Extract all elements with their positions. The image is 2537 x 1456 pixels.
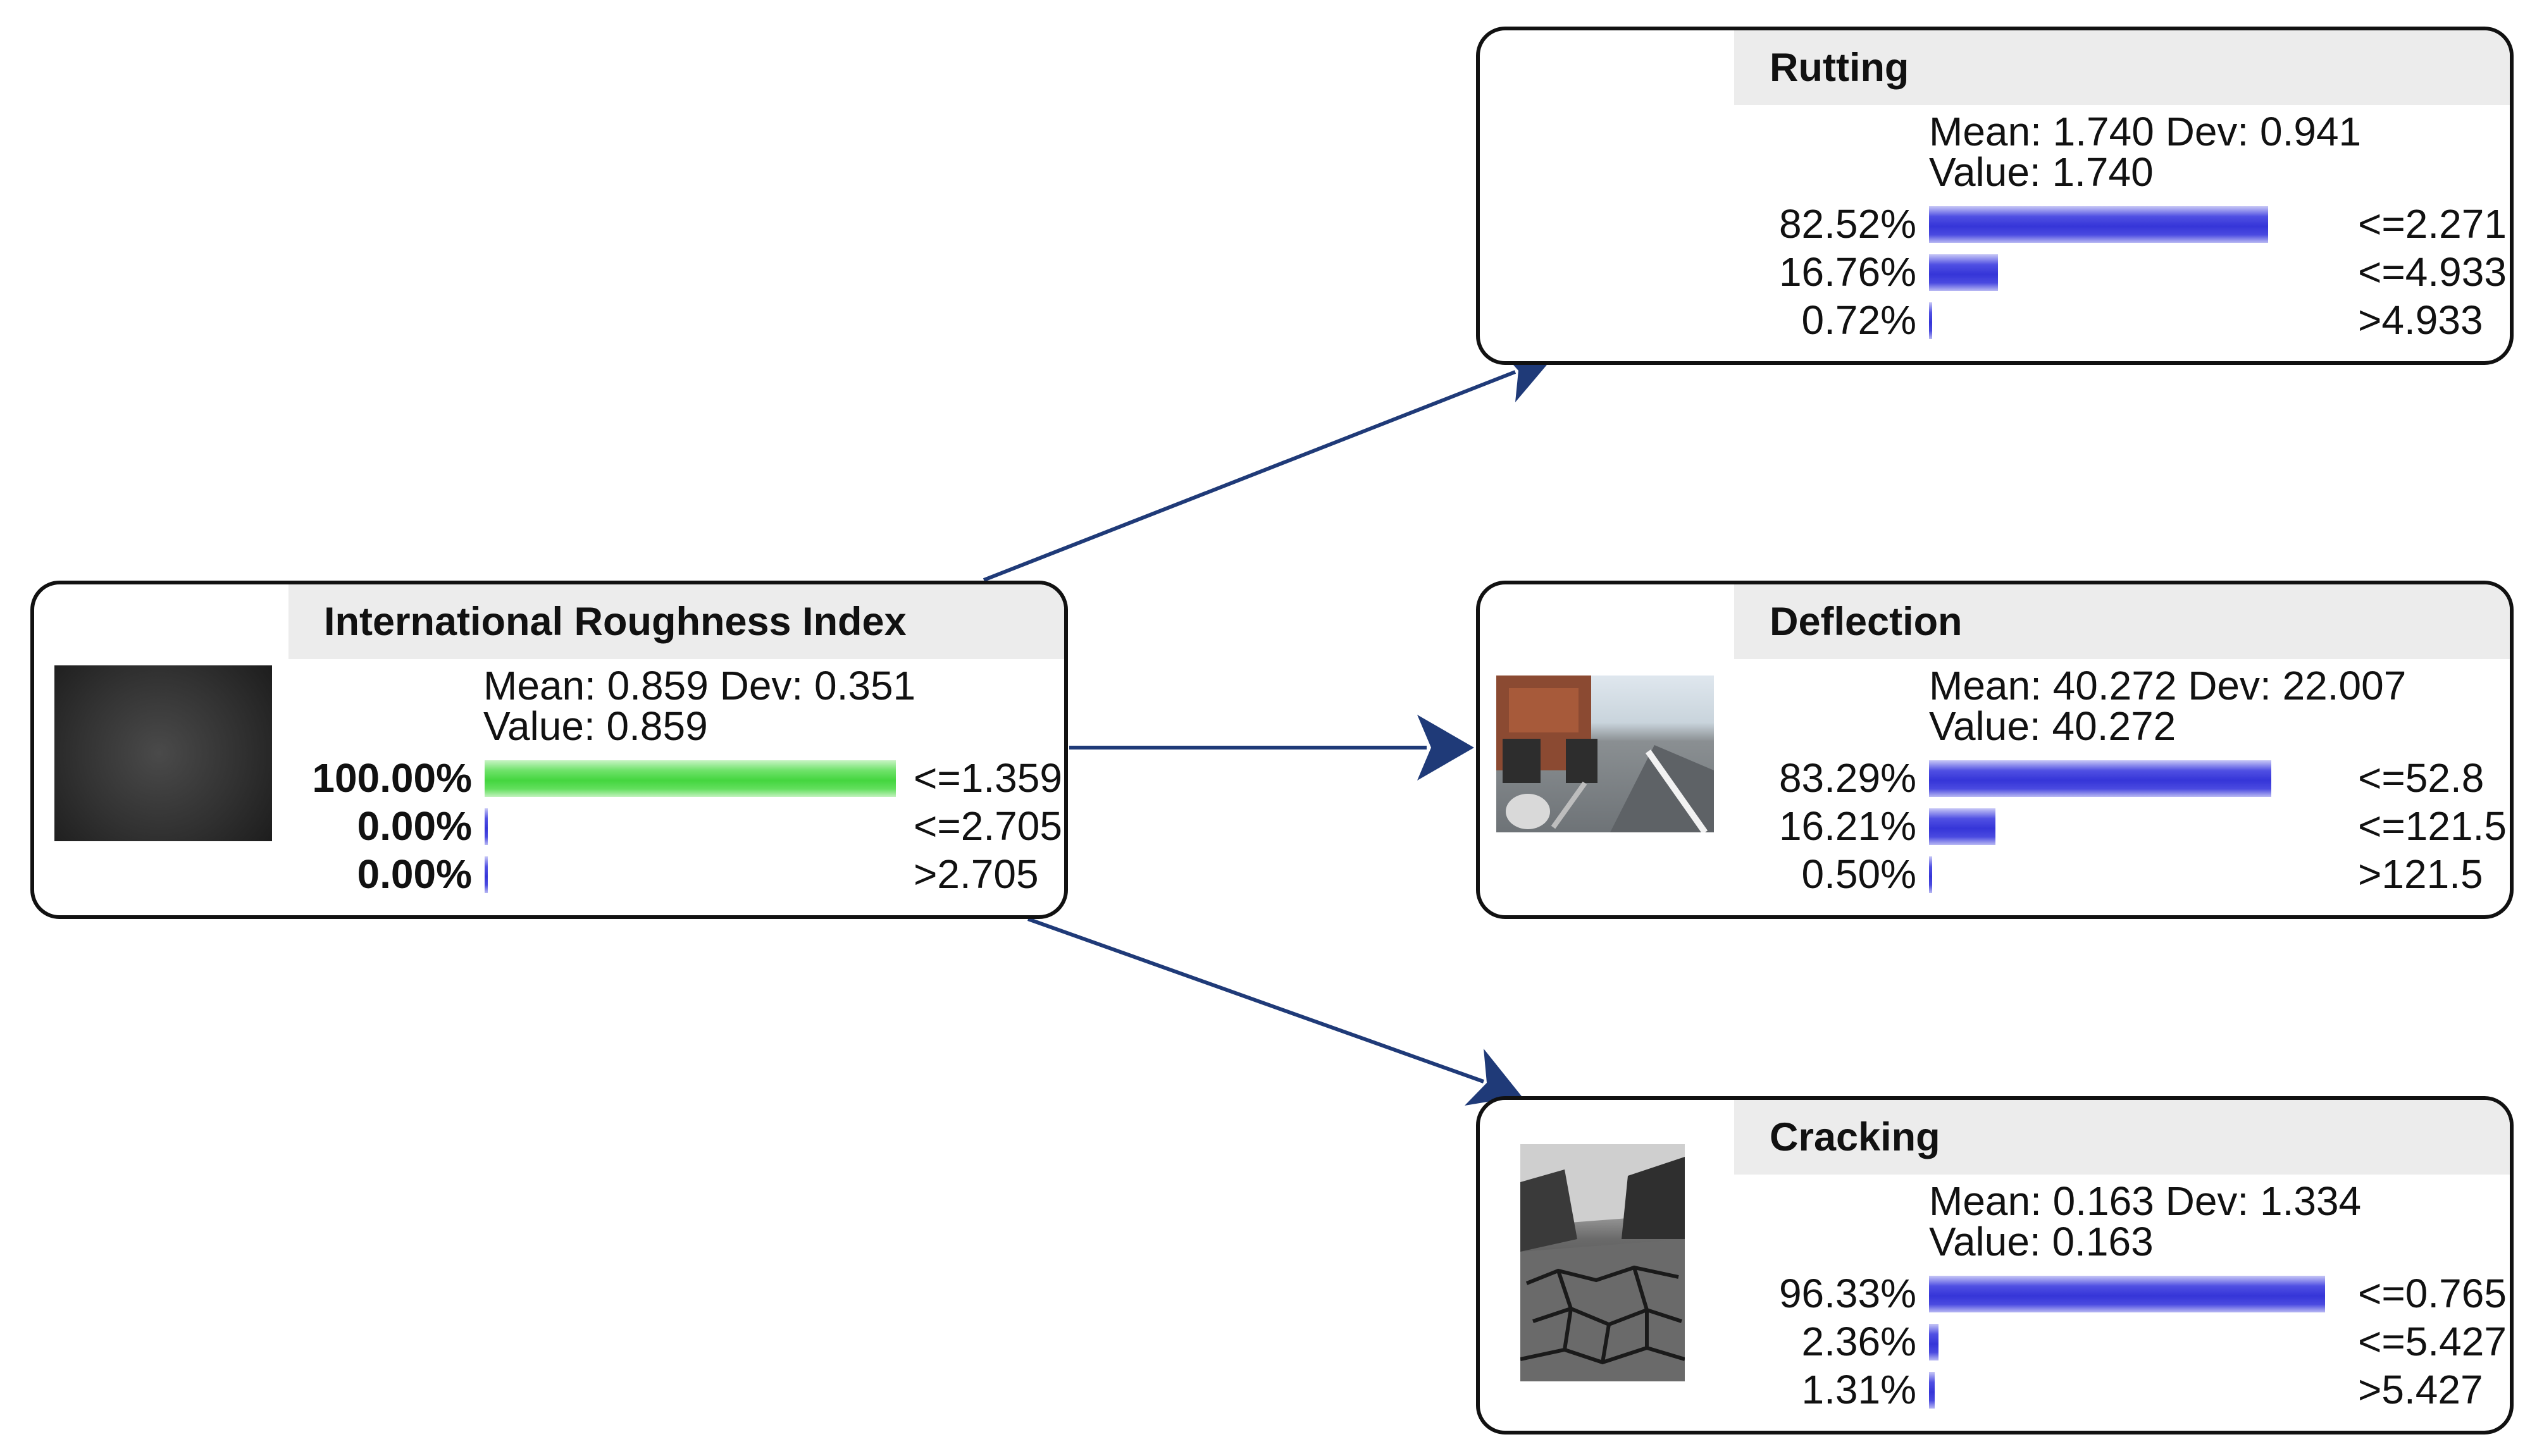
- state-percent: 83.29%: [1778, 755, 1916, 801]
- arrowhead-icon: [1417, 715, 1474, 780]
- state-percent: 1.31%: [1801, 1367, 1916, 1412]
- mean-dev-text: Mean: 40.272 Dev: 22.007: [1929, 663, 2407, 708]
- state-label: <=2.271: [2358, 201, 2507, 247]
- edge-iri-to-rutting: [983, 349, 1553, 582]
- node-stats: Mean: 40.272 Dev: 22.007 Value: 40.272: [1929, 665, 2406, 746]
- mean-dev-text: Mean: 1.740 Dev: 0.941: [1929, 109, 2362, 154]
- state-percent: 0.50%: [1801, 851, 1916, 897]
- node-title: Rutting: [1734, 30, 2510, 105]
- state-bar: [1929, 808, 1996, 845]
- node-deflection[interactable]: Deflection Mean: 40.272 Dev: 22.007 Valu…: [1476, 581, 2514, 919]
- state-bar: [485, 808, 488, 845]
- state-label: <=0.765: [2358, 1271, 2507, 1316]
- state-percent: 0.00%: [357, 803, 472, 849]
- state-percent: 82.52%: [1778, 201, 1916, 247]
- state-bar: [1929, 1276, 2326, 1312]
- state-bar: [1929, 760, 2272, 797]
- deflection-testing-truck-photo: [1496, 676, 1714, 832]
- state-percent: 100.00%: [312, 755, 472, 801]
- edge-iri-to-cracking: [1027, 917, 1522, 1106]
- state-label: >2.705: [914, 851, 1039, 897]
- edge-iri-to-deflection: [1069, 715, 1474, 780]
- node-title: Deflection: [1734, 584, 2510, 659]
- node-international-roughness-index[interactable]: International Roughness Index Mean: 0.85…: [30, 581, 1068, 919]
- mean-dev-text: Mean: 0.859 Dev: 0.351: [483, 663, 916, 708]
- state-percent: 0.00%: [357, 851, 472, 897]
- state-percent: 2.36%: [1801, 1319, 1916, 1364]
- state-percent: 16.76%: [1778, 249, 1916, 295]
- state-label: >4.933: [2358, 297, 2483, 343]
- state-bar: [1929, 302, 1932, 339]
- cracked-road-photo: [1520, 1144, 1685, 1381]
- value-text: Value: 40.272: [1929, 703, 2176, 749]
- state-percent: 16.21%: [1778, 803, 1916, 849]
- value-text: Value: 1.740: [1929, 149, 2154, 195]
- state-bar: [1929, 206, 2269, 243]
- state-label: >5.427: [2358, 1367, 2483, 1412]
- state-bar: [485, 856, 488, 893]
- state-label: <=1.359: [914, 755, 1062, 801]
- node-stats: Mean: 1.740 Dev: 0.941 Value: 1.740: [1929, 111, 2361, 192]
- state-percent: 96.33%: [1778, 1271, 1916, 1316]
- state-percent: 0.72%: [1801, 297, 1916, 343]
- state-label: <=2.705: [914, 803, 1062, 849]
- node-stats: Mean: 0.859 Dev: 0.351 Value: 0.859: [483, 665, 915, 746]
- node-rutting[interactable]: Rutting Mean: 1.740 Dev: 0.941 Value: 1.…: [1476, 27, 2514, 365]
- value-text: Value: 0.859: [483, 703, 708, 749]
- truck-illustration: [1496, 676, 1714, 832]
- node-title: Cracking: [1734, 1100, 2510, 1175]
- node-cracking[interactable]: Cracking Mean: 0.163 Dev: 1.334 Value: 0…: [1476, 1096, 2514, 1434]
- state-label: >121.5: [2358, 851, 2483, 897]
- state-bar: [1929, 254, 1998, 291]
- value-text: Value: 0.163: [1929, 1219, 2154, 1264]
- node-title: International Roughness Index: [288, 584, 1064, 659]
- state-bar: [1929, 1324, 1939, 1360]
- node-stats: Mean: 0.163 Dev: 1.334 Value: 0.163: [1929, 1181, 2361, 1262]
- asphalt-texture-photo: [54, 665, 272, 841]
- state-bar: [1929, 1372, 1935, 1409]
- cracked-road-illustration: [1520, 1144, 1685, 1381]
- arrowhead-icon: [1465, 1049, 1522, 1106]
- state-label: <=52.8: [2358, 755, 2484, 801]
- state-bar: [485, 760, 896, 797]
- state-label: <=4.933: [2358, 249, 2507, 295]
- state-bar: [1929, 856, 1932, 893]
- state-label: <=5.427: [2358, 1319, 2507, 1364]
- state-label: <=121.5: [2358, 803, 2507, 849]
- mean-dev-text: Mean: 0.163 Dev: 1.334: [1929, 1178, 2362, 1224]
